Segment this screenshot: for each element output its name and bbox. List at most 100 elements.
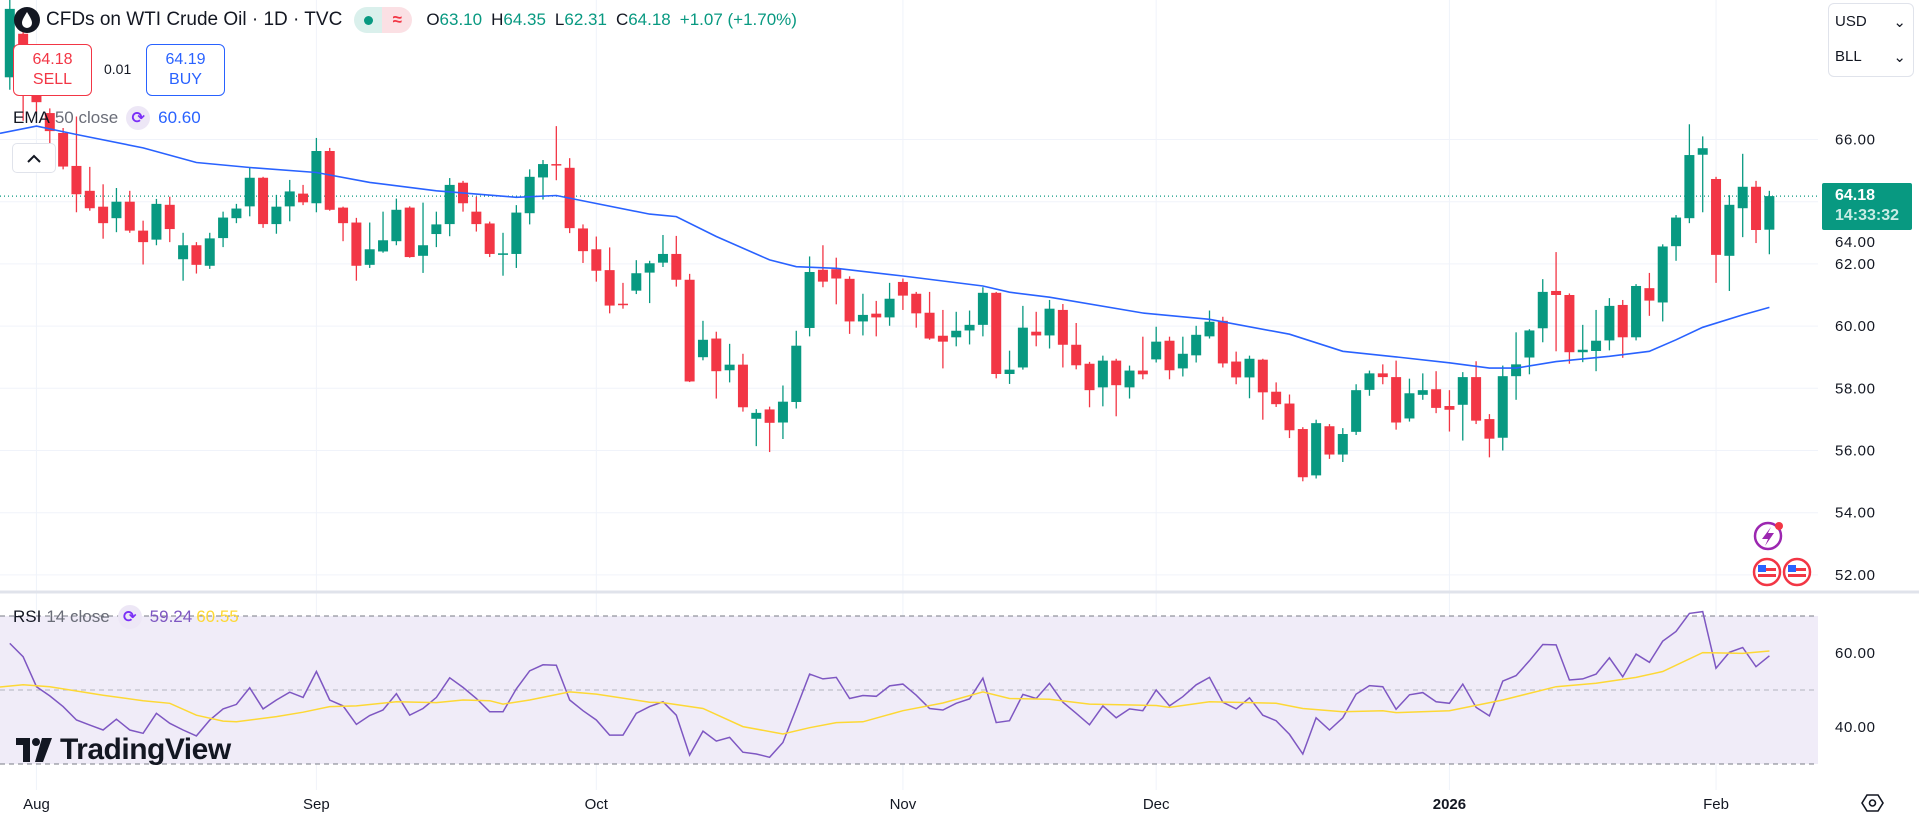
candle (1391, 360, 1402, 430)
candle-body (1684, 155, 1695, 219)
candle (1671, 215, 1682, 261)
candle (1431, 371, 1442, 414)
approx-icon: ≈ (382, 7, 413, 33)
candle (1271, 382, 1282, 407)
candle (204, 232, 215, 269)
candle-body (98, 206, 109, 224)
candle (564, 158, 575, 234)
refresh-icon[interactable]: ⟳ (117, 605, 142, 629)
candle (951, 311, 962, 347)
candle-body (1177, 353, 1188, 369)
candle-body (404, 207, 415, 258)
candle-body (124, 201, 135, 231)
candle-body (1044, 308, 1055, 336)
candle (178, 232, 189, 281)
candle-body (471, 211, 482, 225)
candle-body (1417, 390, 1428, 395)
high-label: H (491, 10, 504, 29)
candle (1537, 279, 1548, 343)
symbol-title[interactable]: CFDs on WTI Crude Oil · 1D · TVC (46, 9, 343, 30)
candle (751, 409, 762, 447)
candle-body (1084, 363, 1095, 391)
candle (831, 257, 842, 305)
candle-body (1004, 369, 1015, 374)
candle (1711, 176, 1722, 283)
candle (684, 273, 695, 383)
candle (711, 331, 722, 399)
candle (1124, 365, 1135, 399)
candle (4, 0, 15, 90)
candle-body (258, 177, 269, 225)
candle-body (1071, 344, 1082, 366)
candle (591, 236, 602, 282)
time-tick-label: 2026 (1433, 796, 1466, 813)
high-value: 64.35 (503, 10, 546, 29)
time-axis[interactable]: Aug Sep Oct Nov Dec 2026 Feb (23, 796, 1729, 813)
candle-body (418, 245, 429, 256)
candle-body (1751, 186, 1762, 231)
settings-icon[interactable] (1861, 794, 1884, 812)
candle (857, 293, 868, 336)
candle (1417, 373, 1428, 400)
market-status[interactable]: ≈ (354, 7, 413, 33)
candle-body (498, 253, 509, 255)
candle (1297, 427, 1308, 482)
candle (1337, 428, 1348, 463)
tradingview-logo[interactable]: TradingView (16, 733, 231, 767)
candle-body (1217, 320, 1228, 364)
refresh-icon[interactable]: ⟳ (126, 106, 151, 130)
sell-button[interactable]: 64.18 SELL (13, 44, 92, 96)
candle (458, 180, 469, 212)
rsi-axis[interactable]: 60.00 40.00 (1835, 645, 1876, 736)
buy-button[interactable]: 64.19 BUY (146, 44, 225, 96)
collapse-legend-button[interactable] (12, 143, 56, 173)
candle (1164, 336, 1175, 380)
candle (418, 202, 429, 273)
candle-body (551, 164, 562, 166)
last-price-label: 64.18 14:33:32 (1822, 183, 1912, 230)
ohlc-values: O63.10 H64.35 L62.31 C64.18 +1.07 (+1.70… (426, 10, 797, 30)
unit-dropdown[interactable]: BLL ⌄ (1829, 39, 1913, 74)
candle (58, 127, 69, 170)
candle (1551, 252, 1562, 352)
lightning-event-icon[interactable] (1753, 521, 1783, 551)
currency-dropdown[interactable]: USD ⌄ (1829, 4, 1913, 39)
price-axis[interactable]: 66.00 64.00 62.00 60.00 58.00 56.00 54.00 52.00 (1835, 132, 1876, 584)
candle (1151, 326, 1162, 363)
us-flag-event-icon[interactable] (1782, 557, 1812, 587)
candle (1497, 365, 1508, 451)
candle-body (671, 253, 682, 280)
candle-body (1724, 204, 1735, 256)
us-flag-event-icon[interactable] (1752, 557, 1782, 587)
candle (1351, 384, 1362, 435)
candle (1257, 358, 1268, 420)
rsi-legend[interactable]: RSI 14 close ⟳ 59.24 60.55 (13, 605, 239, 629)
candle-body (338, 207, 349, 224)
brand-name: TradingView (60, 733, 231, 766)
candle (191, 242, 202, 274)
candle-body (298, 193, 309, 203)
candle-body (1324, 426, 1335, 455)
candle-body (1124, 370, 1135, 388)
candle-body (1577, 349, 1588, 353)
candle-body (1351, 390, 1362, 432)
candle (151, 198, 162, 246)
candle (378, 211, 389, 253)
candle-body (604, 270, 615, 306)
candle (1004, 350, 1015, 384)
candle-body (884, 298, 895, 318)
candle-body (897, 281, 908, 296)
candle (1724, 195, 1735, 291)
last-price-value: 64.18 (1835, 187, 1876, 204)
candle (1057, 304, 1068, 368)
candle (791, 330, 802, 409)
candle (338, 206, 349, 242)
candle-body (684, 279, 695, 382)
rsi-line (9, 610, 1770, 759)
close-label: C (615, 10, 629, 29)
market-open-dot-icon (354, 7, 383, 33)
currency-unit-selector[interactable]: USD ⌄ BLL ⌄ (1828, 3, 1914, 77)
close-value: 64.18 (628, 10, 671, 29)
ema-legend[interactable]: EMA 50 close ⟳ 60.60 (13, 106, 201, 130)
